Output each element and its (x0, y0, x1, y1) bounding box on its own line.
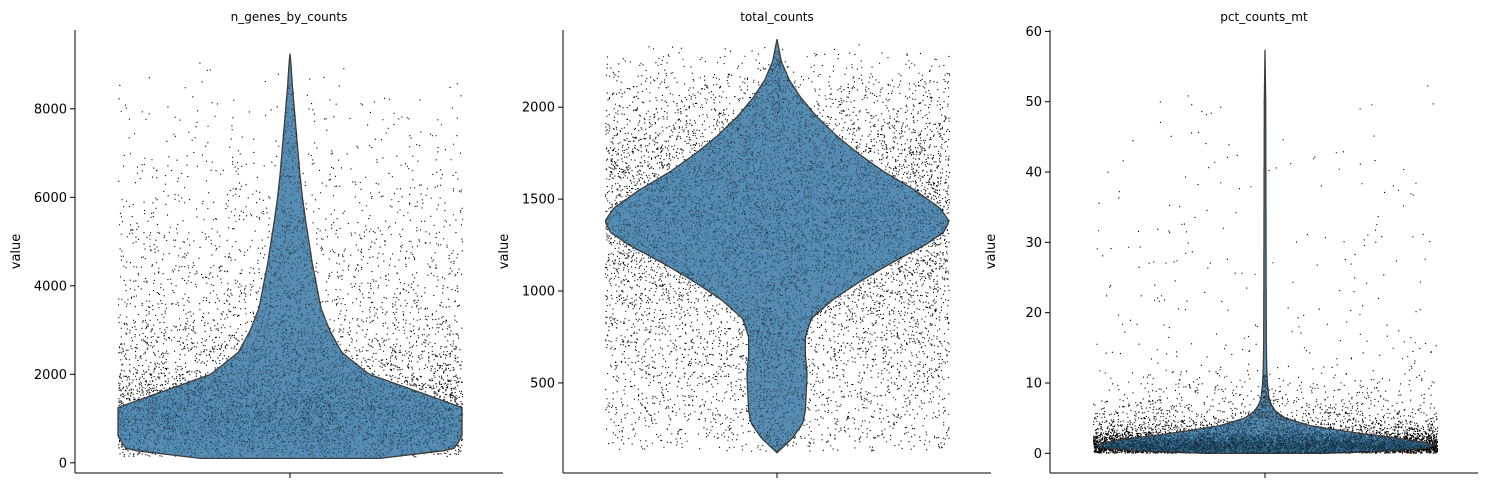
strip-point-cloud-overlay (1094, 374, 1436, 454)
strip-points-overlay (118, 84, 463, 457)
panel-title: total_counts (740, 10, 814, 24)
y-tick-label: 8000 (34, 102, 67, 117)
violin-body (117, 53, 463, 460)
y-tick-label: 1000 (522, 285, 555, 300)
y-axis-label: value (497, 234, 512, 270)
strip-point-cloud-overlay (118, 84, 463, 457)
strip-points (1093, 85, 1439, 454)
y-tick-label: 50 (1025, 95, 1042, 110)
y-tick-label: 4000 (34, 279, 67, 294)
y-tick-label: 30 (1025, 236, 1042, 251)
strip-point-cloud (1093, 85, 1439, 454)
y-tick-label: 500 (530, 376, 555, 391)
strip-points-overlay (1094, 374, 1436, 454)
y-tick-label: 40 (1025, 166, 1042, 181)
y-tick-label: 2000 (522, 101, 555, 116)
y-tick-label: 60 (1025, 25, 1042, 40)
violin-body (605, 39, 949, 454)
y-tick-label: 1500 (522, 193, 555, 208)
panel-title: pct_counts_mt (1220, 10, 1308, 24)
y-axis-label: value (984, 234, 999, 270)
y-tick-label: 0 (59, 456, 67, 471)
violin-body (1094, 49, 1436, 454)
y-tick-label: 2000 (34, 368, 67, 383)
y-tick-label: 0 (1034, 447, 1042, 462)
y-axis-label: value (9, 234, 24, 270)
y-tick-label: 10 (1025, 376, 1042, 391)
y-tick-label: 20 (1025, 306, 1042, 321)
y-tick-label: 6000 (34, 191, 67, 206)
panel-title: n_genes_by_counts (231, 10, 348, 24)
